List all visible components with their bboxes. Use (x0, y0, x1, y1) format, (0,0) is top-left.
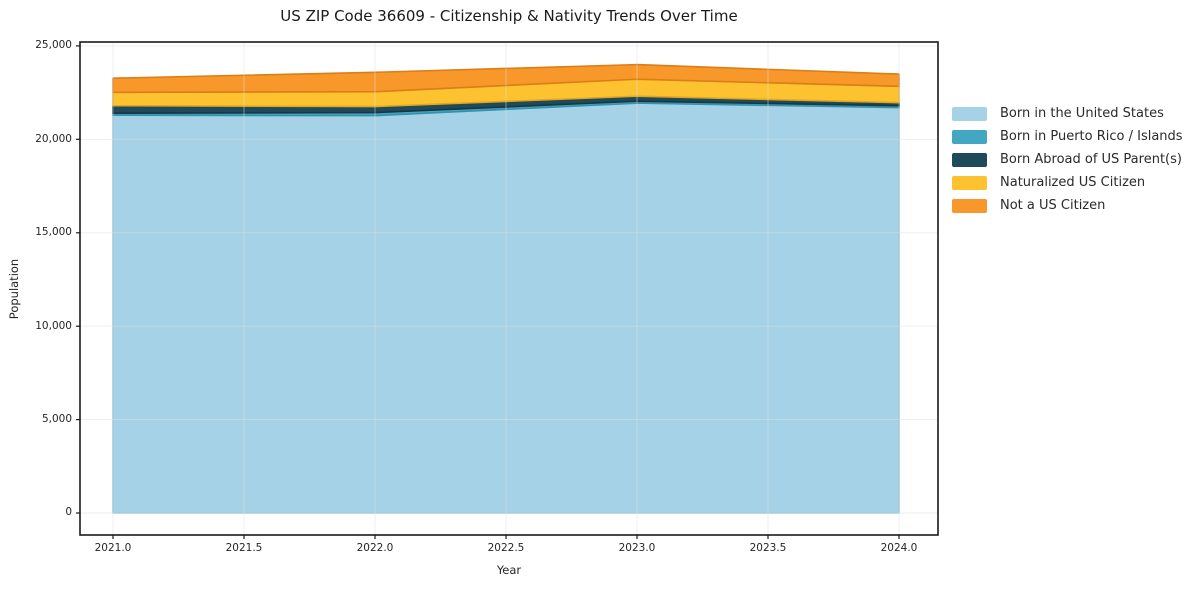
y-tick-label: 5,000 (41, 413, 72, 425)
legend-item-born-abroad-of-us-parent-s: Born Abroad of US Parent(s) (952, 153, 1183, 167)
legend-item-not-a-us-citizen: Not a US Citizen (952, 199, 1183, 213)
legend-swatch (952, 153, 987, 167)
x-axis-label: Year (496, 563, 522, 577)
x-tick-label: 2021.0 (94, 542, 132, 554)
legend-label: Born in the United States (1000, 106, 1164, 121)
y-axis-label: Population (7, 258, 21, 320)
legend-swatch (952, 130, 987, 144)
legend-swatch (952, 107, 987, 121)
x-tick-label: 2022.0 (356, 542, 394, 554)
legend: Born in the United States Born in Puerto … (952, 107, 1183, 213)
legend-swatch (952, 199, 987, 213)
y-tick-label: 0 (65, 506, 72, 518)
x-tick-label: 2023.5 (749, 542, 787, 554)
legend-item-naturalized-us-citizen: Naturalized US Citizen (952, 176, 1183, 190)
legend-label: Naturalized US Citizen (1000, 175, 1146, 190)
legend-label: Born in Puerto Rico / Islands (1000, 129, 1183, 144)
legend-item-born-in-puerto-rico-islands: Born in Puerto Rico / Islands (952, 130, 1183, 144)
x-tick-label: 2023.0 (618, 542, 656, 554)
y-tick-label: 20,000 (35, 133, 72, 145)
legend-swatch (952, 176, 987, 190)
x-tick-label: 2024.0 (880, 542, 918, 554)
legend-label: Born Abroad of US Parent(s) (1000, 152, 1182, 167)
y-tick-label: 25,000 (35, 39, 72, 51)
legend-item-born-in-the-united-states: Born in the United States (952, 107, 1183, 121)
x-tick-label: 2022.5 (487, 542, 525, 554)
y-tick-label: 15,000 (35, 226, 72, 238)
axes-frame (79, 41, 939, 536)
x-tick-label: 2021.5 (225, 542, 263, 554)
chart-title: US ZIP Code 36609 - Citizenship & Nativi… (280, 7, 738, 25)
legend-label: Not a US Citizen (1000, 198, 1106, 213)
y-tick-label: 10,000 (35, 320, 72, 332)
